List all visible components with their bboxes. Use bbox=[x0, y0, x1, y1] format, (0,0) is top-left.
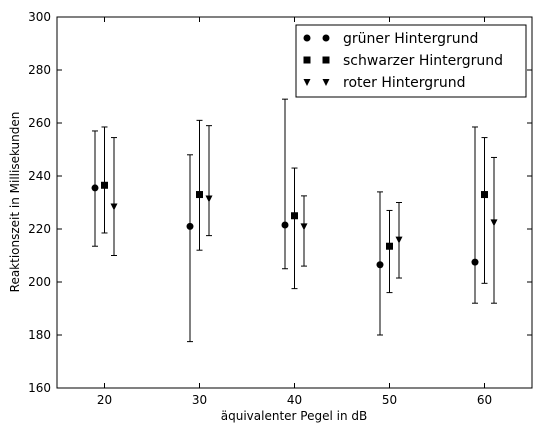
data-point bbox=[395, 236, 403, 244]
series-group bbox=[91, 98, 479, 343]
x-tick-label: 20 bbox=[97, 393, 112, 407]
y-tick-label: 260 bbox=[28, 116, 51, 130]
legend-label: roter Hintergrund bbox=[343, 75, 466, 91]
data-series bbox=[91, 98, 498, 343]
x-tick-label: 30 bbox=[192, 393, 207, 407]
legend-marker bbox=[303, 56, 311, 64]
y-tick-label: 180 bbox=[28, 328, 51, 342]
y-tick-label: 280 bbox=[28, 63, 51, 77]
data-point bbox=[110, 203, 118, 211]
data-point bbox=[196, 191, 203, 199]
data-point bbox=[471, 258, 479, 266]
data-point bbox=[376, 261, 384, 269]
legend-label: schwarzer Hintergrund bbox=[343, 53, 503, 69]
data-point bbox=[205, 195, 213, 203]
data-point bbox=[481, 191, 488, 199]
data-point bbox=[186, 222, 194, 230]
legend: grüner Hintergrund schwarzer Hintergrund r… bbox=[295, 24, 527, 98]
data-point bbox=[91, 184, 99, 192]
legend-marker bbox=[322, 56, 330, 64]
legend-label: grüner Hintergrund bbox=[343, 31, 478, 47]
x-tick-label: 40 bbox=[287, 393, 302, 407]
data-point bbox=[490, 219, 498, 227]
x-tick-label: 60 bbox=[477, 393, 492, 407]
y-tick-label: 160 bbox=[28, 381, 51, 395]
series-group bbox=[110, 125, 498, 304]
y-tick-label: 200 bbox=[28, 275, 51, 289]
data-point bbox=[291, 212, 298, 220]
data-point bbox=[386, 242, 393, 250]
y-tick-label: 240 bbox=[28, 169, 51, 183]
legend-marker bbox=[322, 79, 330, 86]
data-point bbox=[281, 221, 289, 229]
x-axis-label: äquivalenter Pegel in dB bbox=[221, 409, 367, 423]
legend-marker bbox=[303, 79, 311, 86]
series-group bbox=[101, 119, 488, 294]
y-tick-label: 220 bbox=[28, 222, 51, 236]
x-tick-label: 50 bbox=[382, 393, 397, 407]
legend-marker bbox=[303, 34, 311, 42]
legend-box bbox=[295, 24, 527, 98]
legend-marker bbox=[322, 34, 330, 42]
y-tick-label: 300 bbox=[28, 10, 51, 24]
y-axis-label: Reaktionszeit in Millisekunden bbox=[8, 112, 22, 293]
axis-ticks: 20 30 40 50 60 160 180 200 220 240 260 280 300 bbox=[28, 10, 532, 407]
data-point bbox=[101, 181, 108, 189]
data-point bbox=[300, 223, 308, 231]
